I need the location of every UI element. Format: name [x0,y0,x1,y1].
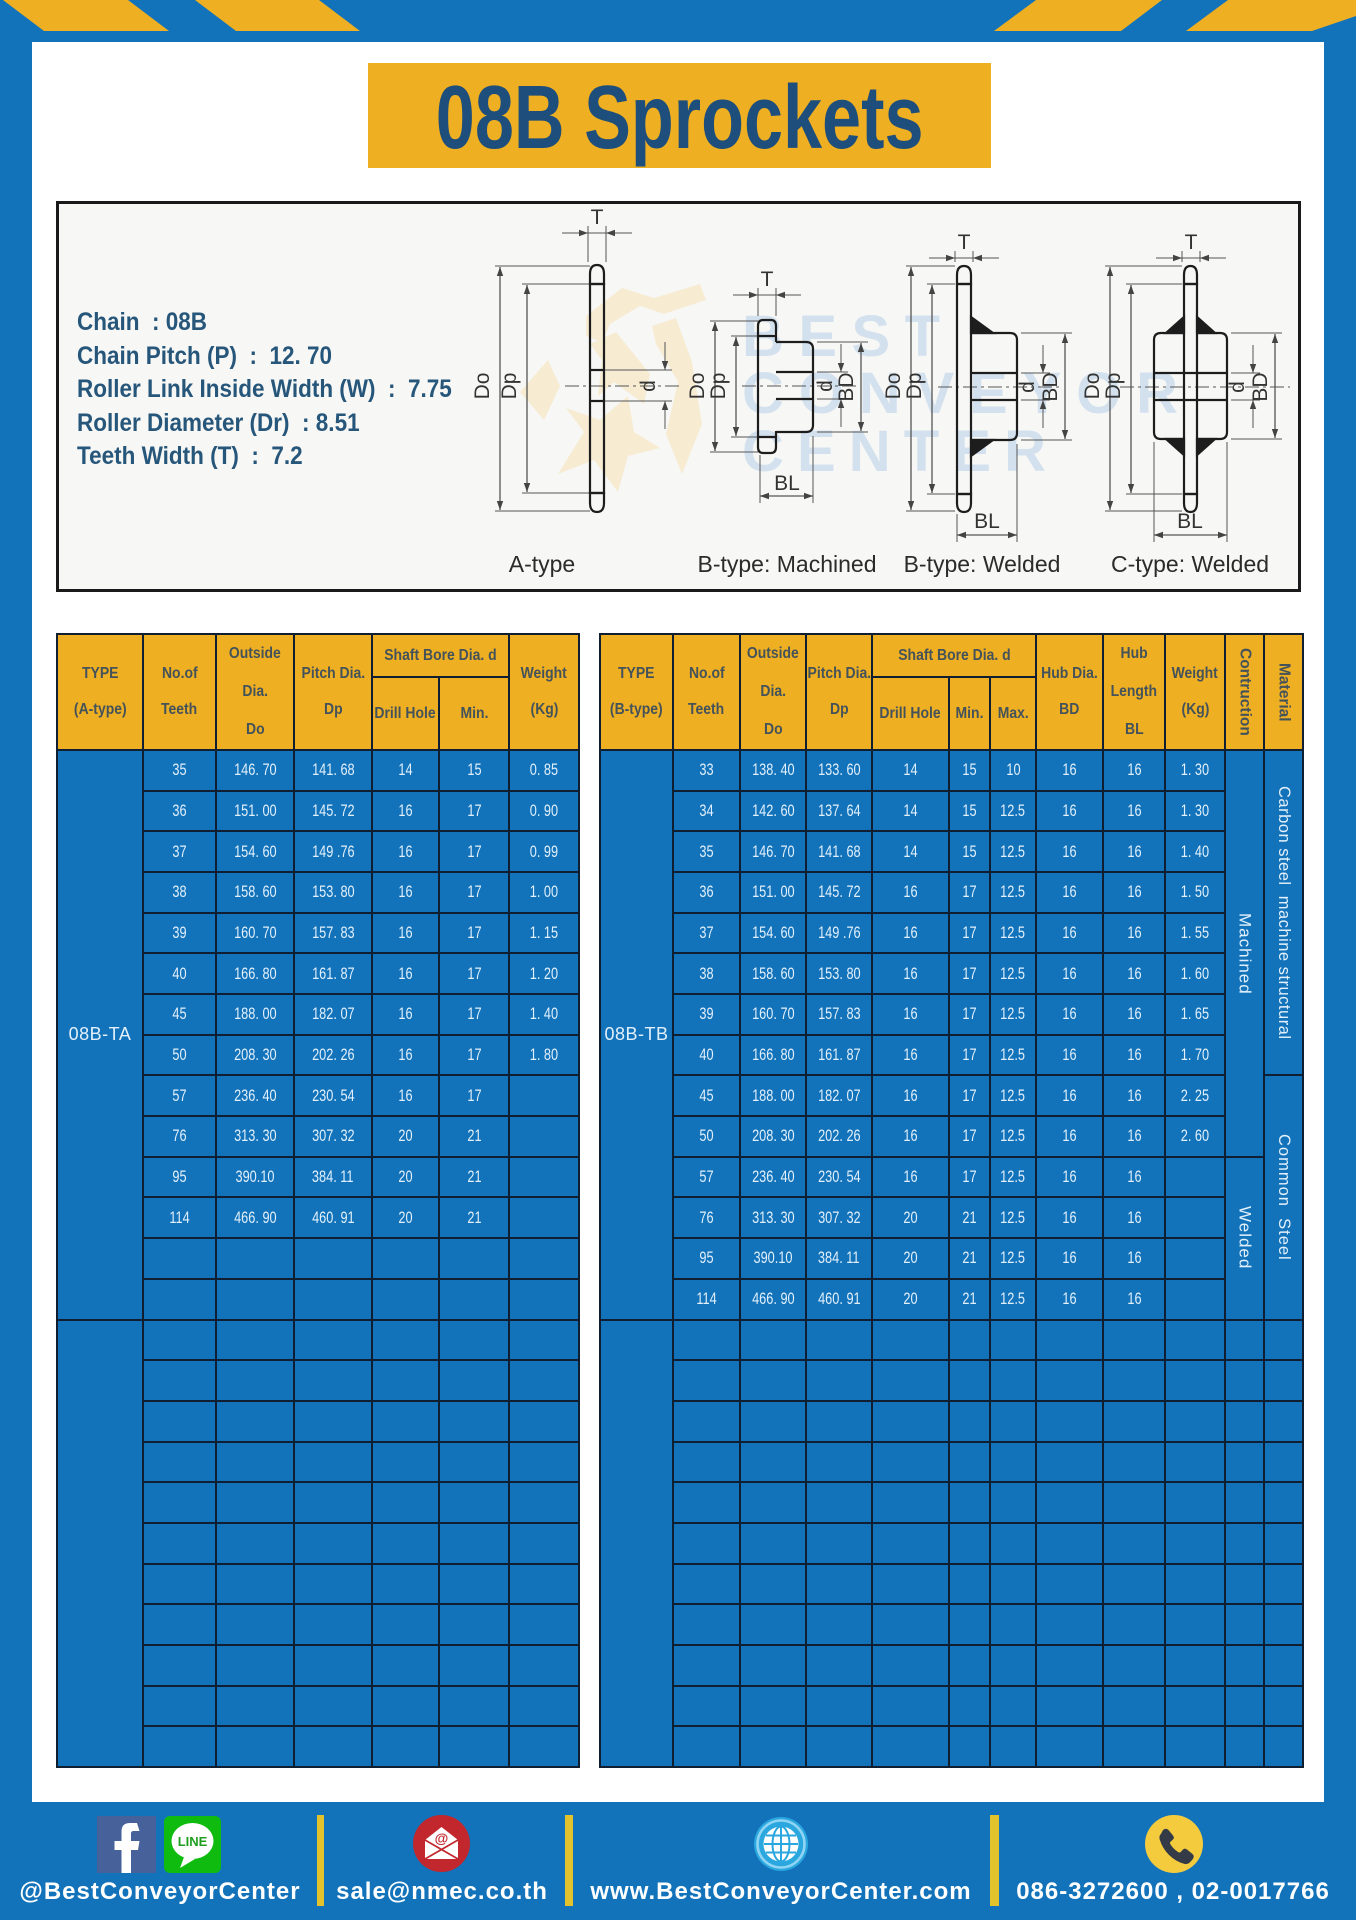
svg-text:BL: BL [974,510,1000,533]
svg-text:Do: Do [1081,373,1104,400]
svg-text:Do: Do [471,373,494,400]
svg-text:T: T [761,268,774,291]
svg-text:CENTER: CENTER [742,419,1056,484]
svg-text:A-type: A-type [509,551,575,577]
svg-text:T: T [958,231,971,254]
svg-text:T: T [591,206,604,229]
svg-text:Dp: Dp [498,373,521,400]
svg-text:C-type: Welded: C-type: Welded [1111,551,1269,577]
svg-text:LINE: LINE [178,1834,208,1849]
svg-text:BD: BD [1249,372,1272,401]
svg-text:Dp: Dp [707,373,730,400]
svg-text:d: d [1016,381,1039,393]
svg-text:Dp: Dp [1102,373,1125,400]
svg-text:d: d [1226,381,1249,393]
svg-text:B-type: Welded: B-type: Welded [904,551,1061,577]
svg-text:BL: BL [774,472,800,495]
svg-text:CONVEYOR: CONVEYOR [742,361,1188,426]
svg-text:BD: BD [835,372,858,401]
svg-text:Dp: Dp [903,373,926,400]
svg-text:@: @ [435,1830,449,1846]
svg-text:T: T [1185,231,1198,254]
svg-text:B-type: Machined: B-type: Machined [698,551,877,577]
svg-text:BL: BL [1177,510,1203,533]
svg-text:Do: Do [882,373,905,400]
svg-text:Do: Do [686,373,709,400]
